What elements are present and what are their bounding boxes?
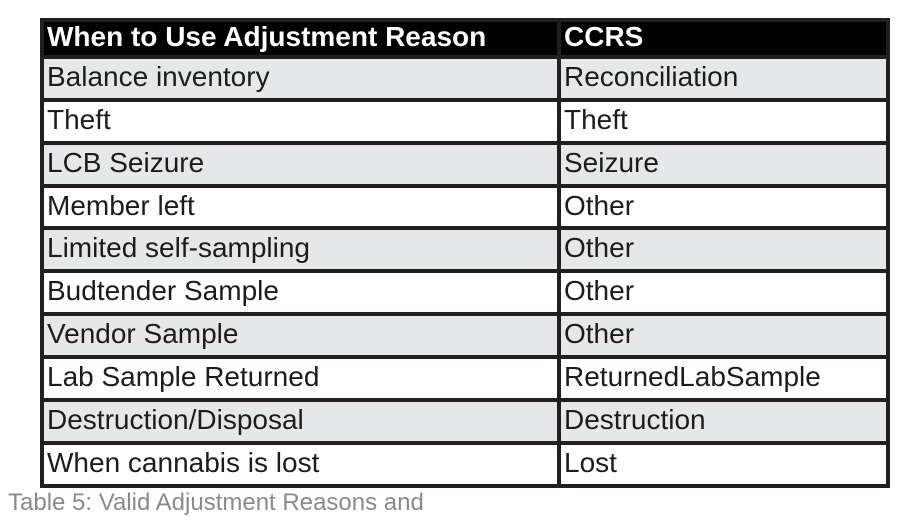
cell-reason: Member left [40,183,561,231]
cell-reason: Destruction/Disposal [40,398,561,445]
table-row: Lab Sample Returned ReturnedLabSample [40,355,890,403]
adjustment-reasons-table: When to Use Adjustment Reason CCRS Balan… [40,18,890,489]
cell-ccrs: ReturnedLabSample [557,355,890,403]
cell-reason: Theft [40,97,561,145]
cell-reason: Vendor Sample [40,312,561,360]
table-row: When cannabis is lost Lost [40,440,890,489]
cell-ccrs: Other [557,183,890,231]
table-row: Theft Theft [40,97,890,145]
cell-reason: LCB Seizure [40,140,561,188]
cell-ccrs: Other [557,269,890,317]
cell-ccrs: Theft [557,97,890,145]
table-row: Vendor Sample Other [40,312,890,360]
cell-reason: Balance inventory [40,54,561,102]
table-row: Member left Other [40,183,890,231]
cell-ccrs: Other [557,312,890,360]
cell-ccrs: Seizure [557,140,890,188]
cell-ccrs: Lost [557,440,890,489]
cell-ccrs: Reconciliation [557,54,890,102]
table-caption: Table 5: Valid Adjustment Reasons and [8,489,424,516]
cell-ccrs: Destruction [557,398,890,445]
table-row: Balance inventory Reconciliation [40,54,890,102]
table-row: Limited self-sampling Other [40,226,890,274]
table-row: Destruction/Disposal Destruction [40,398,890,445]
cell-reason: Budtender Sample [40,269,561,317]
cell-reason: When cannabis is lost [40,440,561,489]
header-cell-ccrs: CCRS [557,18,890,59]
table-row: Budtender Sample Other [40,269,890,317]
table-row: LCB Seizure Seizure [40,140,890,188]
header-cell-reason: When to Use Adjustment Reason [40,18,561,59]
cell-reason: Lab Sample Returned [40,355,561,403]
table-header-row: When to Use Adjustment Reason CCRS [40,18,890,59]
cell-ccrs: Other [557,226,890,274]
cell-reason: Limited self-sampling [40,226,561,274]
